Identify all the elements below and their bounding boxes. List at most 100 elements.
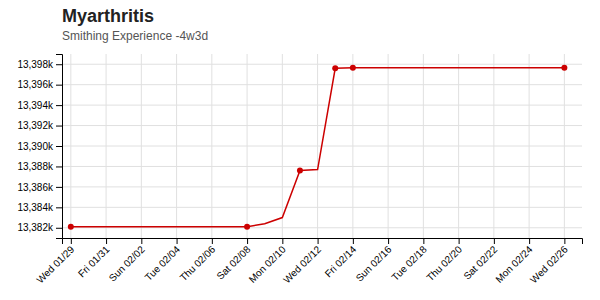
marks: [68, 65, 568, 230]
y-tick: 13,386k: [17, 182, 62, 193]
grid-line: [62, 84, 582, 85]
y-tick: 13,382k: [17, 222, 62, 233]
grid-line: [493, 54, 494, 238]
grid-line: [70, 54, 71, 238]
y-tick-mark: [56, 126, 62, 127]
x-tick: Sat 02/08: [214, 238, 252, 282]
x-tick: Sun 02/02: [107, 238, 147, 284]
x-axis: Wed 01/29Fri 01/31Sun 02/02Tue 02/04Thu …: [34, 238, 582, 286]
point: [68, 224, 74, 230]
x-tick: Fri 01/31: [76, 238, 112, 279]
x-tick-mark: [177, 238, 178, 244]
y-tick-label: 13,392k: [17, 120, 54, 131]
x-axis-line: [63, 239, 583, 245]
y-tick: 13,394k: [17, 100, 62, 111]
y-tick-label: 13,386k: [17, 182, 54, 193]
y-tick-mark: [56, 228, 62, 229]
grid-line: [62, 166, 582, 167]
x-tick: Thu 02/06: [178, 238, 218, 283]
grid: [62, 54, 582, 238]
x-tick-label: Fri 02/14: [323, 243, 359, 279]
x-tick-label: Tue 02/18: [389, 243, 429, 283]
x-tick-mark: [247, 238, 248, 244]
x-tick-mark: [318, 238, 319, 244]
grid-line: [564, 54, 565, 238]
y-tick-mark: [56, 146, 62, 147]
y-tick-mark: [56, 85, 62, 86]
y-tick-label: 13,398k: [17, 59, 54, 70]
y-tick: 13,398k: [17, 59, 62, 70]
grid-line: [62, 64, 582, 65]
subtitle: Smithing Experience -4w3d: [62, 29, 208, 43]
title: Myarthritis: [62, 6, 154, 26]
grid-line: [62, 207, 582, 208]
y-tick-label: 13,396k: [17, 79, 54, 90]
x-tick-label: Wed 02/12: [281, 243, 323, 285]
y-tick-label: 13,382k: [17, 222, 54, 233]
point: [297, 168, 303, 174]
y-tick-label: 13,388k: [17, 161, 54, 172]
grid-line: [62, 105, 582, 106]
y-tick-mark: [56, 187, 62, 188]
x-tick-mark: [282, 238, 283, 244]
point: [332, 65, 338, 71]
y-axis-line: [56, 55, 63, 239]
x-tick: Tue 02/04: [143, 238, 183, 283]
y-tick-label: 13,394k: [17, 100, 54, 111]
x-tick-mark: [106, 238, 107, 244]
x-tick-mark: [388, 238, 389, 244]
grid-line: [423, 54, 424, 238]
grid-line: [176, 54, 177, 238]
x-tick-mark: [494, 238, 495, 244]
y-tick-mark: [56, 166, 62, 167]
x-tick-mark: [423, 238, 424, 244]
grid-line: [388, 54, 389, 238]
grid-line: [317, 54, 318, 238]
grid-line: [62, 186, 582, 187]
x-tick-mark: [459, 238, 460, 244]
grid-line: [529, 54, 530, 238]
x-tick-label: Sun 02/02: [107, 243, 147, 283]
x-tick-mark: [71, 238, 72, 244]
x-tick-label: Wed 02/26: [528, 243, 570, 285]
grid-line: [211, 54, 212, 238]
y-tick-mark: [56, 105, 62, 106]
y-axis: 13,382k 13,384k 13,386k 13,388k 13,390k 13,39…: [17, 55, 62, 239]
x-tick-mark: [141, 238, 142, 244]
grid-line: [141, 54, 142, 238]
grid-line: [106, 54, 107, 238]
x-tick-label: Tue 02/04: [143, 243, 183, 283]
x-tick: Thu 02/20: [424, 238, 464, 283]
point: [561, 65, 567, 71]
y-tick: 13,390k: [17, 141, 62, 152]
x-tick-label: Fri 01/31: [76, 243, 112, 279]
y-tick-label: 13,390k: [17, 141, 54, 152]
x-tick-mark: [529, 238, 530, 244]
x-tick: Wed 02/12: [281, 238, 323, 286]
x-tick-mark: [353, 238, 354, 244]
plot-area: Wed 01/29Fri 01/31Sun 02/02Tue 02/04Thu …: [17, 54, 582, 286]
grid-line: [62, 125, 582, 126]
x-tick: Wed 01/29: [34, 238, 76, 286]
point: [350, 65, 356, 71]
x-tick: Fri 02/14: [323, 238, 359, 279]
chart: Myarthritis Smithing Experience -4w3d Wed …: [0, 0, 600, 300]
y-tick-mark: [56, 207, 62, 208]
y-tick: 13,392k: [17, 120, 62, 131]
y-tick: 13,396k: [17, 79, 62, 90]
grid-line: [352, 54, 353, 238]
x-tick-label: Thu 02/20: [424, 243, 464, 283]
y-tick-mark: [56, 64, 62, 65]
x-tick: Sat 02/22: [461, 238, 499, 282]
x-tick-label: Wed 01/29: [34, 243, 76, 285]
x-tick-mark: [564, 238, 565, 244]
y-tick-label: 13,384k: [17, 202, 54, 213]
x-tick-label: Thu 02/06: [178, 243, 218, 283]
x-tick: Tue 02/18: [389, 238, 429, 283]
x-tick-mark: [212, 238, 213, 244]
grid-line: [458, 54, 459, 238]
line: [71, 68, 565, 227]
y-tick: 13,384k: [17, 202, 62, 213]
x-tick: Sun 02/16: [354, 238, 394, 284]
x-tick: Wed 02/26: [528, 238, 570, 286]
